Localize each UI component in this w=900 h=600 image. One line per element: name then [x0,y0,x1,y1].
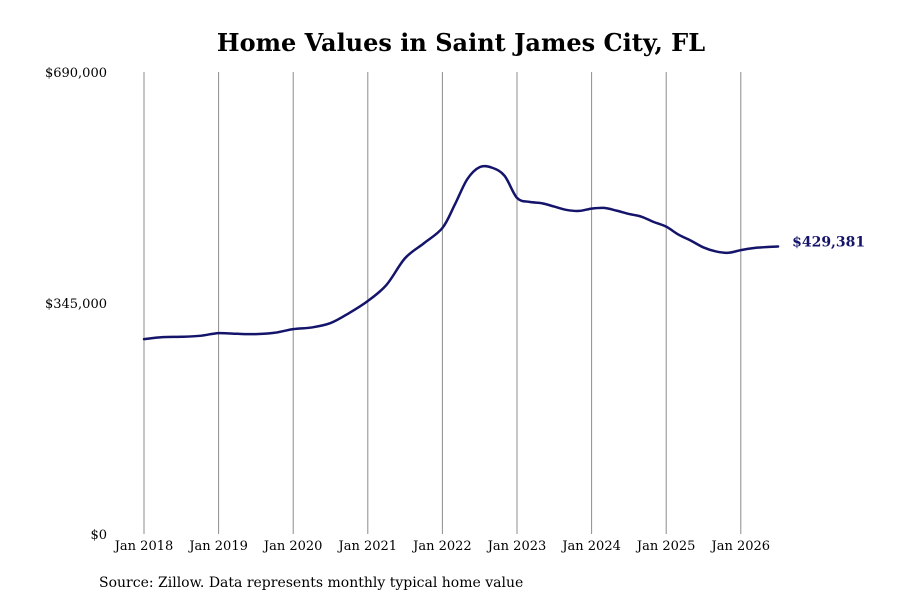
x-tick-label: Jan 2020 [262,539,323,554]
x-tick-label: Jan 2018 [113,539,174,554]
y-tick-label: $345,000 [45,297,107,312]
x-tick-label: Jan 2024 [560,539,621,554]
x-tick-label: Jan 2023 [486,539,547,554]
x-tick-label: Jan 2025 [635,539,696,554]
gridlines [143,72,742,534]
chart-title: Home Values in Saint James City, FL [217,28,705,57]
y-tick-label: $0 [90,528,107,543]
y-axis-ticks: $0 $345,000 $690,000 [45,66,107,543]
y-tick-label: $690,000 [45,66,107,81]
x-tick-label: Jan 2022 [411,539,472,554]
source-note: Source: Zillow. Data represents monthly … [99,575,523,591]
x-tick-label: Jan 2026 [710,539,771,554]
x-tick-label: Jan 2019 [187,539,248,554]
end-value-label: $429,381 [792,235,865,251]
x-tick-label: Jan 2021 [337,539,398,554]
series-line [142,164,780,341]
x-axis-ticks: Jan 2018 Jan 2019 Jan 2020 Jan 2021 Jan 2022… [113,539,770,554]
